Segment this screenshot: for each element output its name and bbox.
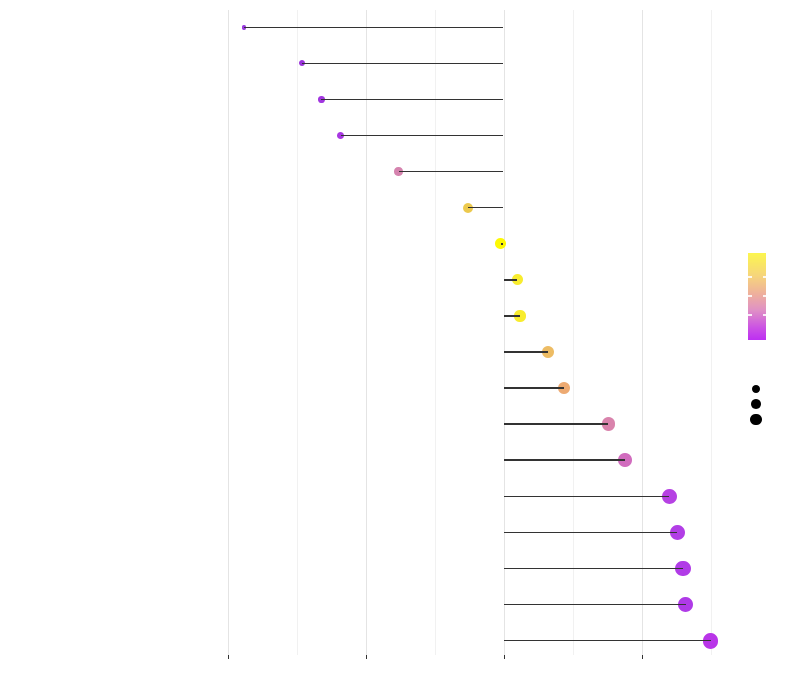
colorbar-tick [762, 276, 766, 278]
colorbar-tick [748, 295, 752, 297]
gridline-minor [572, 10, 574, 655]
colorbar-tick [762, 314, 766, 316]
x-axis-tick [641, 655, 643, 659]
pearson-legend-dot [750, 413, 762, 426]
lollipop-stem [503, 639, 711, 642]
pvalue-colorbar [748, 253, 766, 340]
x-axis-tick [227, 655, 229, 659]
lollipop-dot [601, 417, 616, 431]
lollipop-stem [500, 242, 504, 245]
lollipop-stem [244, 26, 504, 29]
lollipop-stem [503, 279, 518, 281]
lollipop-stem [503, 315, 521, 317]
colorbar-tick [762, 295, 766, 297]
lollipop-stem [503, 459, 625, 462]
lollipop-stem [503, 423, 609, 425]
x-axis-tick [503, 655, 505, 659]
gridline-minor [434, 10, 436, 655]
lollipop-dot [677, 596, 694, 613]
lollipop-dot [299, 60, 305, 67]
pearson-legend-dot [752, 384, 760, 393]
lollipop-dot [661, 488, 677, 504]
lollipop-stem [503, 495, 670, 498]
lollipop-stem [503, 567, 683, 570]
lollipop-stem [467, 206, 504, 209]
gridline-minor [296, 10, 298, 655]
lollipop-stem [321, 98, 504, 101]
lollipop-stem [503, 387, 565, 389]
lollipop-dot [394, 167, 403, 176]
lollipop-stem [503, 603, 686, 606]
lollipop-stem [503, 531, 678, 534]
gridline-major [641, 10, 643, 655]
lollipop-stem [503, 351, 548, 353]
lollipop-stem [340, 134, 504, 137]
lollipop-dot [318, 96, 325, 103]
lollipop-dot [514, 310, 526, 322]
colorbar-tick [748, 314, 752, 316]
lollipop-dot [495, 238, 507, 250]
gridline-major [227, 10, 229, 655]
lollipop-stem [302, 62, 504, 65]
gridline-minor [710, 10, 712, 655]
pearson-legend-dot [751, 399, 761, 409]
lollipop-stem [398, 170, 504, 173]
colorbar-tick [748, 276, 752, 278]
gridline-major [365, 10, 367, 655]
x-axis-tick [365, 655, 367, 659]
gridline-major [503, 10, 505, 655]
